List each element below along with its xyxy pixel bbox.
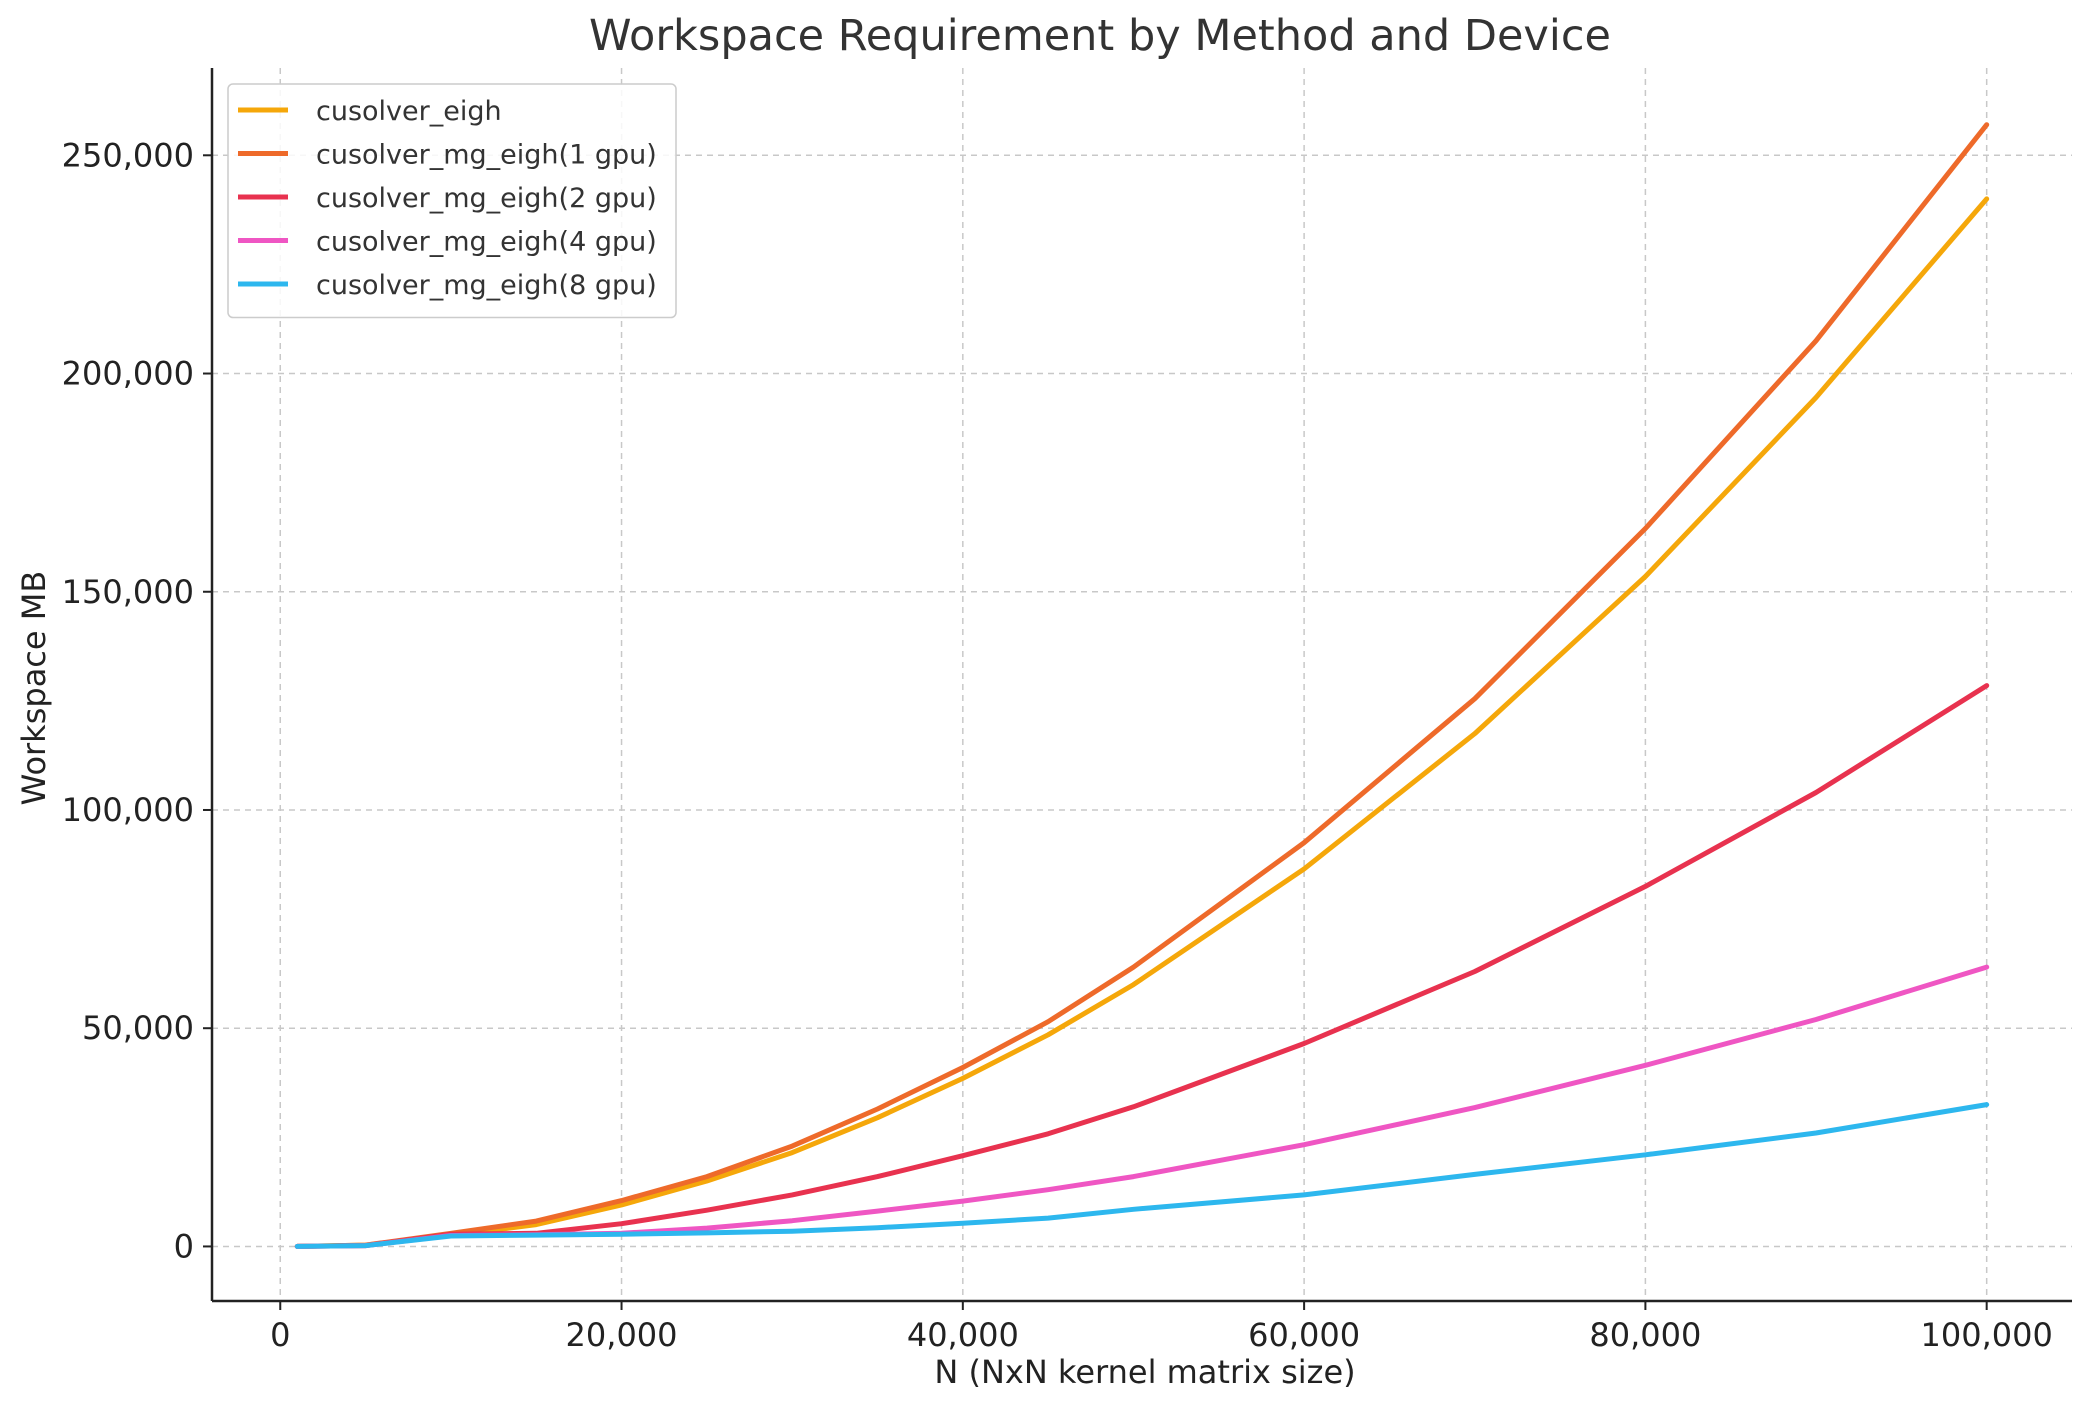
y-axis-title: Workspace MB	[15, 571, 53, 806]
y-tick-label: 50,000	[82, 1009, 194, 1047]
x-tick-label: 80,000	[1589, 1316, 1701, 1354]
x-ticks: 0 20,000 40,000 60,000 80,000 100,000	[270, 1301, 2053, 1354]
series-line-1	[294, 122, 1990, 1249]
y-tick-label: 200,000	[62, 355, 194, 393]
legend-label: cusolver_mg_eigh(2 gpu)	[316, 183, 657, 214]
grid	[212, 68, 2072, 1301]
y-ticks: 0 50,000 100,000 150,000 200,000 250,000	[62, 136, 212, 1265]
y-tick-label: 150,000	[62, 573, 194, 611]
axes	[210, 68, 2072, 1303]
legend-label: cusolver_eigh	[316, 96, 502, 127]
series-line-2	[294, 683, 1990, 1249]
legend-label: cusolver_mg_eigh(4 gpu)	[316, 227, 657, 258]
series-line-4	[294, 1102, 1990, 1249]
y-tick-label: 0	[174, 1227, 194, 1265]
legend: cusolver_eigh cusolver_mg_eigh(1 gpu) cuso…	[227, 83, 677, 319]
chart-title: Workspace Requirement by Method and Devi…	[589, 11, 1611, 61]
x-axis-title: N (NxN kernel matrix size)	[934, 1353, 1355, 1391]
legend-box	[227, 83, 677, 319]
x-tick-label: 20,000	[566, 1316, 678, 1354]
x-tick-label: 60,000	[1248, 1316, 1360, 1354]
x-tick-label: 100,000	[1921, 1316, 2053, 1354]
series-line-3	[294, 964, 1990, 1249]
x-tick-label: 40,000	[907, 1316, 1019, 1354]
y-tick-label: 250,000	[62, 136, 194, 174]
legend-label: cusolver_mg_eigh(1 gpu)	[316, 140, 657, 171]
x-tick-label: 0	[270, 1316, 290, 1354]
y-tick-label: 100,000	[62, 791, 194, 829]
series-layer	[294, 122, 1990, 1249]
series-line-0	[294, 196, 1990, 1249]
legend-label: cusolver_mg_eigh(8 gpu)	[316, 270, 657, 301]
